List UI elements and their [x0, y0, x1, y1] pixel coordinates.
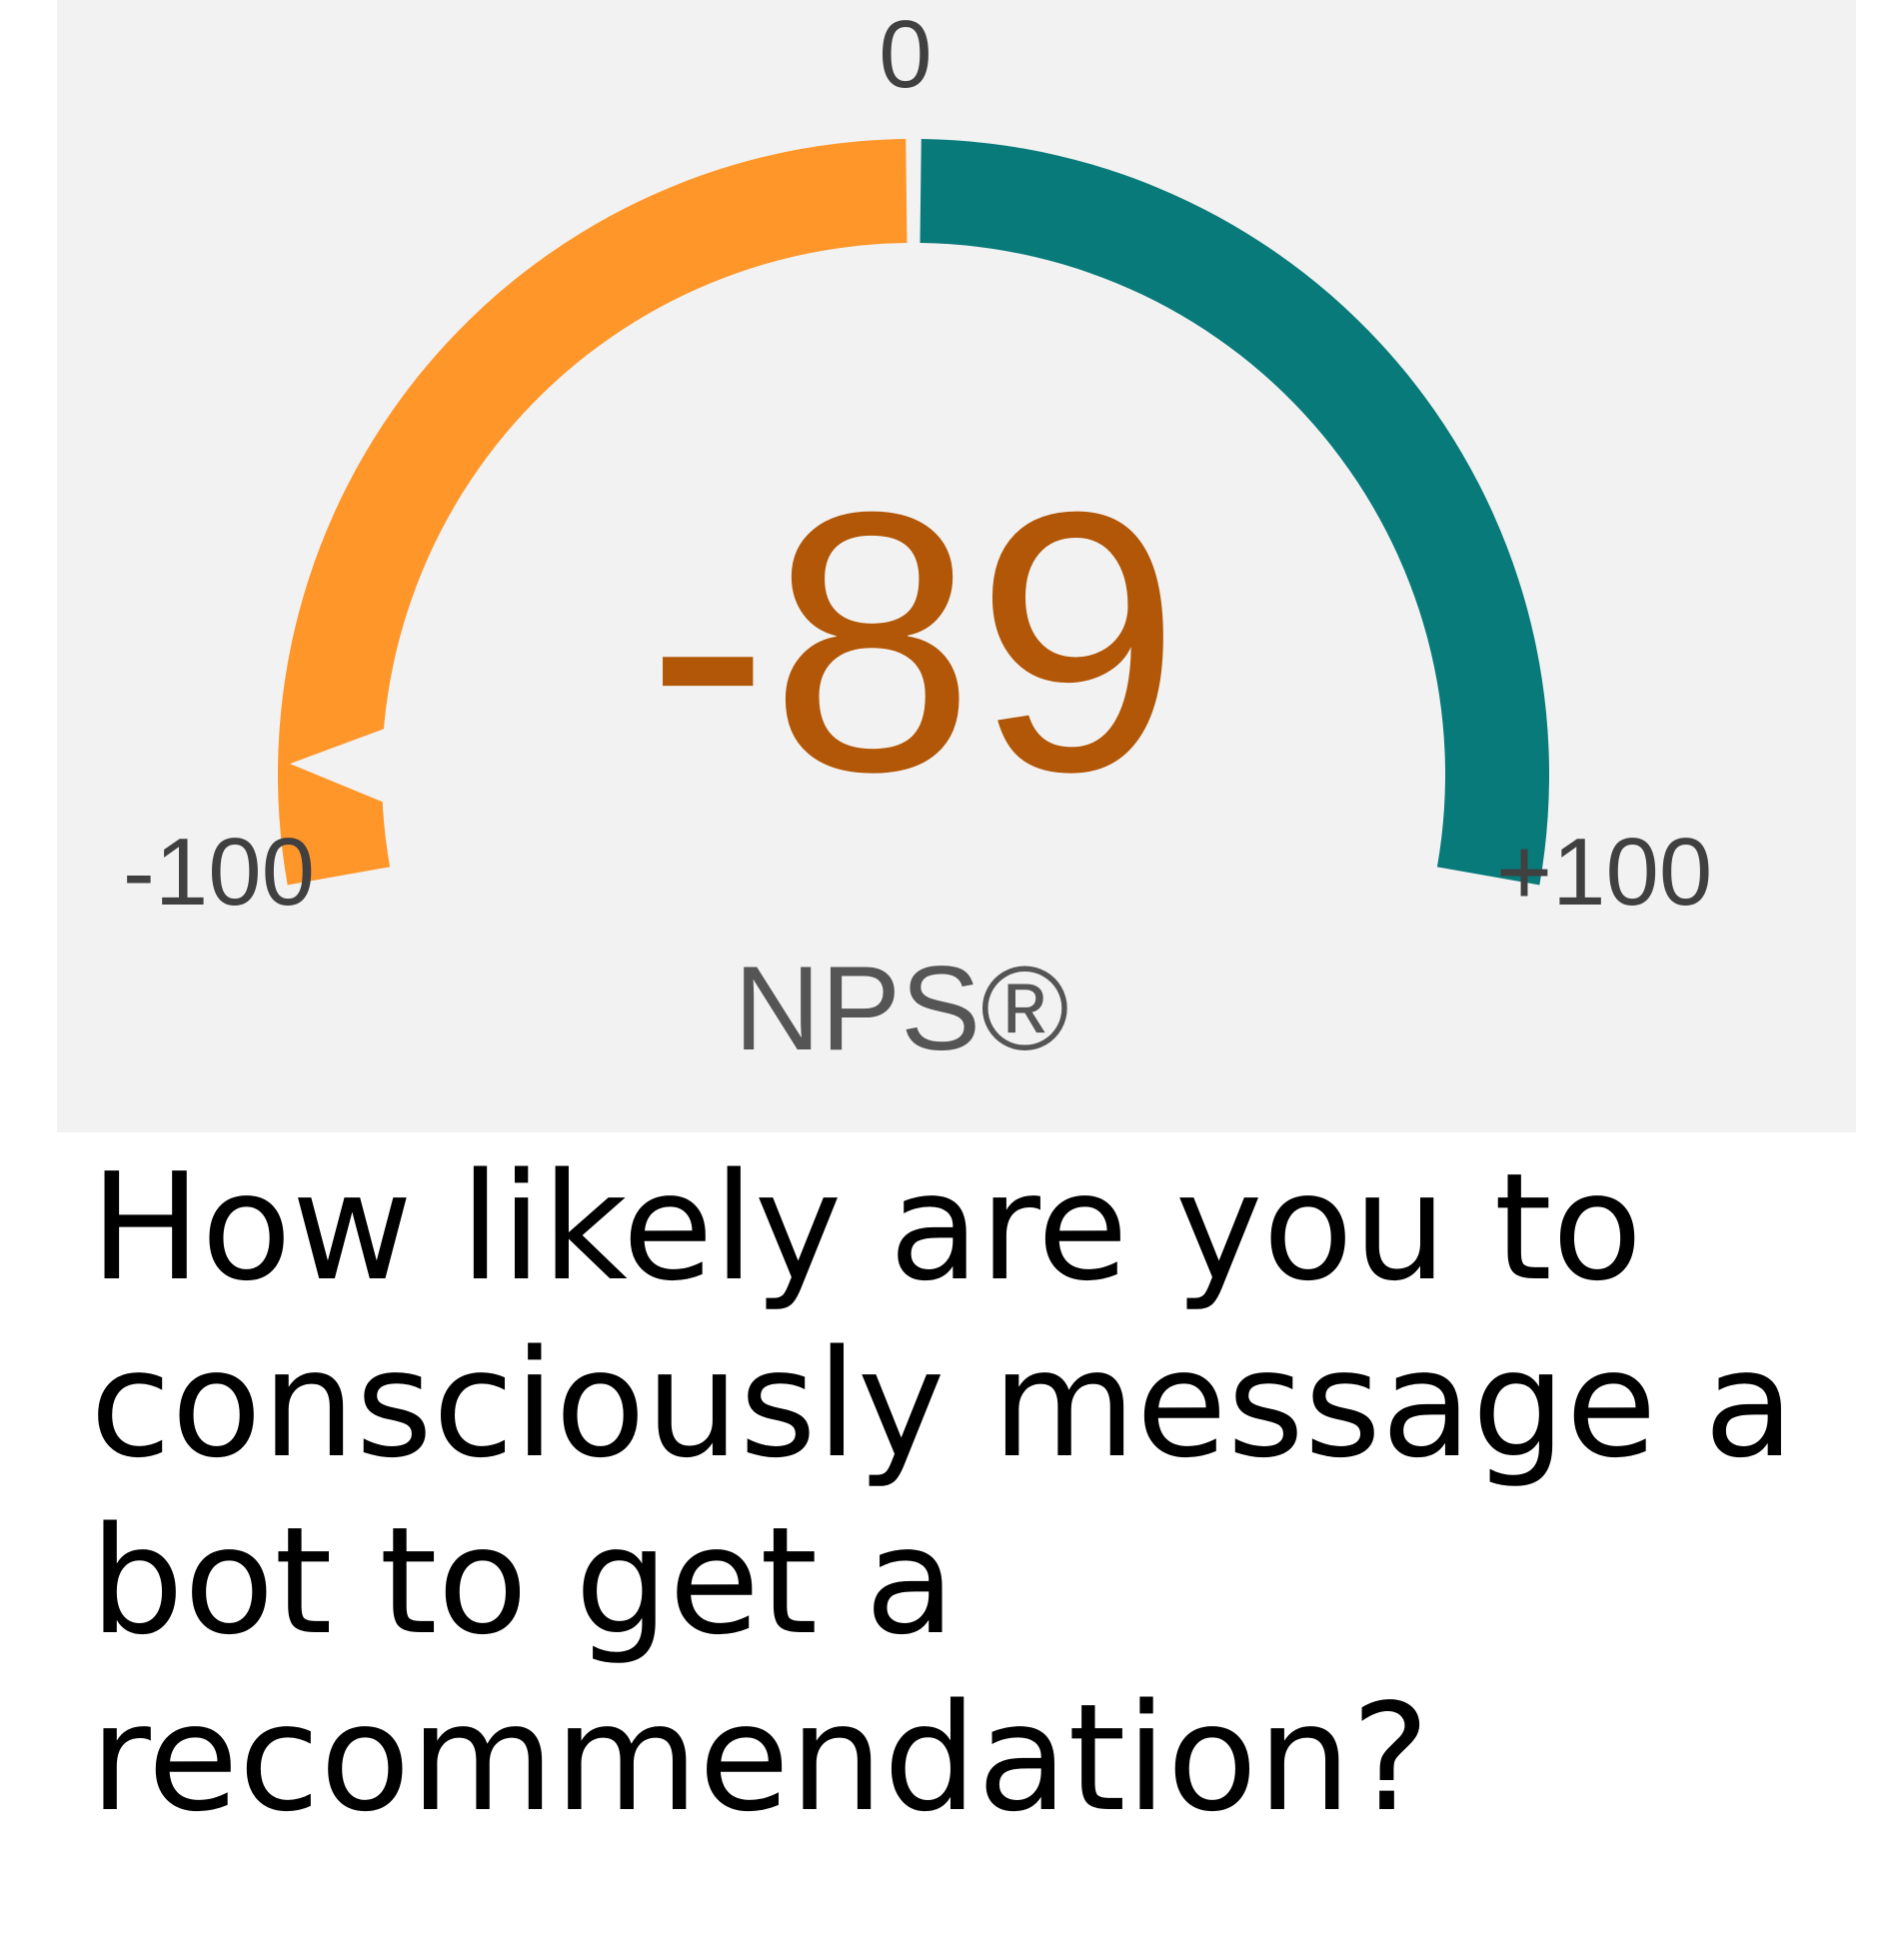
gauge-tick-label-mid: 0: [879, 1, 932, 108]
gauge-tick-label-min: -100: [123, 819, 315, 926]
gauge-tick-label-max: +100: [1496, 819, 1712, 926]
gauge-segments: [278, 139, 1549, 886]
nps-metric-label: NPS®: [734, 942, 1068, 1075]
nps-gauge-chart: 0 -100 +100 -89 NPS®: [123, 1, 1712, 1075]
gauge-value-indicator: [290, 721, 405, 811]
nps-gauge-panel: 0 -100 +100 -89 NPS®: [57, 0, 1856, 1132]
survey-question: How likely are you to consciously messag…: [90, 1141, 1795, 1844]
gauge-segment-promoters: [920, 139, 1549, 886]
gauge-segment-detractors: [278, 139, 908, 886]
nps-score-value: -89: [647, 436, 1181, 849]
